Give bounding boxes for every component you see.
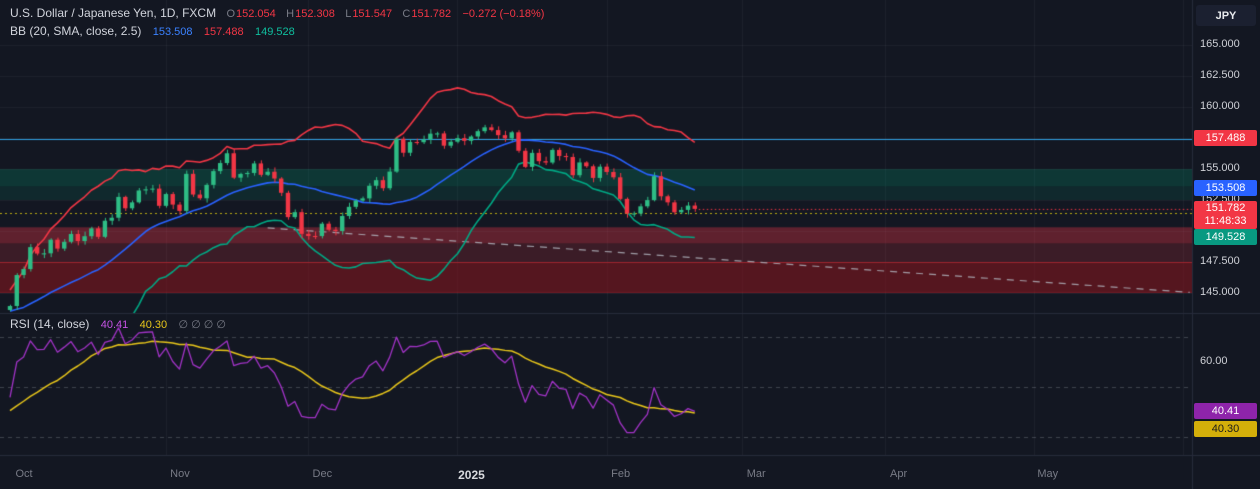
time-label-Nov: Nov	[170, 468, 190, 480]
price-axis[interactable]: JPY 165.000 162.500 160.000 155.000 152.500 1…	[1192, 0, 1260, 489]
bb-lower-value: 149.528	[254, 26, 295, 38]
rsi-badge-40.30: 40.30	[1194, 421, 1257, 438]
symbol-legend: U.S. Dollar / Japanese Yen, 1D, FXCM O15…	[10, 6, 544, 20]
rsi-legend: RSI (14, close) 40.41 40.30 ∅ ∅ ∅ ∅	[10, 317, 226, 331]
price-badge-149.528: 149.528	[1194, 228, 1257, 245]
price-badge-value: 151.782	[1205, 201, 1246, 214]
bb-title[interactable]: BB (20, SMA, close, 2.5)	[10, 24, 142, 38]
price-tick-147.500: 147.500	[1200, 255, 1240, 267]
symbol-title[interactable]: U.S. Dollar / Japanese Yen, 1D, FXCM	[10, 6, 217, 20]
time-axis[interactable]: Oct Nov Dec 2025 Feb Mar Apr May	[0, 455, 1192, 489]
time-label-2025: 2025	[458, 468, 485, 482]
close-value: 151.782	[411, 8, 452, 20]
price-tick-160.000: 160.000	[1200, 100, 1240, 112]
high-value: 152.308	[295, 8, 335, 20]
price-badge-countdown: 11:48:33	[1204, 214, 1247, 227]
price-badge-153.508: 153.508	[1194, 179, 1257, 196]
open-value: 152.054	[236, 8, 276, 20]
low-label: L	[345, 8, 352, 20]
rsi-hidden-values: ∅ ∅ ∅ ∅	[178, 319, 226, 331]
price-tick-155.000: 155.000	[1200, 162, 1240, 174]
time-label-Mar: Mar	[746, 468, 766, 480]
open-label: O	[226, 8, 236, 20]
rsi-tick-60.00: 60.00	[1200, 355, 1228, 367]
rsi-badge-40.41: 40.41	[1194, 402, 1257, 419]
price-badge-151.782: 151.782 11:48:33	[1194, 200, 1257, 229]
bb-upper-value: 157.488	[203, 26, 244, 38]
bb-basis-value: 153.508	[152, 26, 193, 38]
rsi-title[interactable]: RSI (14, close)	[10, 317, 90, 331]
price-tick-145.000: 145.000	[1200, 286, 1240, 298]
time-label-Apr: Apr	[890, 468, 908, 480]
time-label-May: May	[1037, 468, 1059, 480]
high-label: H	[286, 8, 295, 20]
bb-legend: BB (20, SMA, close, 2.5) 153.508 157.488…	[10, 24, 295, 38]
low-value: 151.547	[352, 8, 393, 20]
change-value: −0.272 (−0.18%)	[462, 8, 545, 20]
rsi-value: 40.41	[100, 319, 129, 331]
close-label: C	[402, 8, 411, 20]
time-label-Feb: Feb	[611, 468, 631, 480]
time-label-Oct: Oct	[15, 468, 33, 480]
currency-unit-button[interactable]: JPY	[1196, 5, 1256, 26]
time-label-Dec: Dec	[312, 468, 333, 480]
price-badge-157.488: 157.488	[1194, 130, 1257, 147]
price-tick-162.500: 162.500	[1200, 69, 1240, 81]
rsi-ma-value: 40.30	[139, 319, 168, 331]
price-tick-165.000: 165.000	[1200, 38, 1240, 50]
